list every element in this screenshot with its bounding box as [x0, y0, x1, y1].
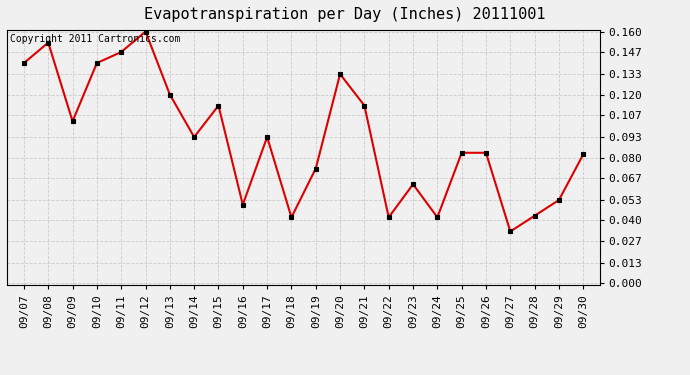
- Text: Copyright 2011 Cartronics.com: Copyright 2011 Cartronics.com: [10, 34, 180, 44]
- Text: Evapotranspiration per Day (Inches) 20111001: Evapotranspiration per Day (Inches) 2011…: [144, 8, 546, 22]
